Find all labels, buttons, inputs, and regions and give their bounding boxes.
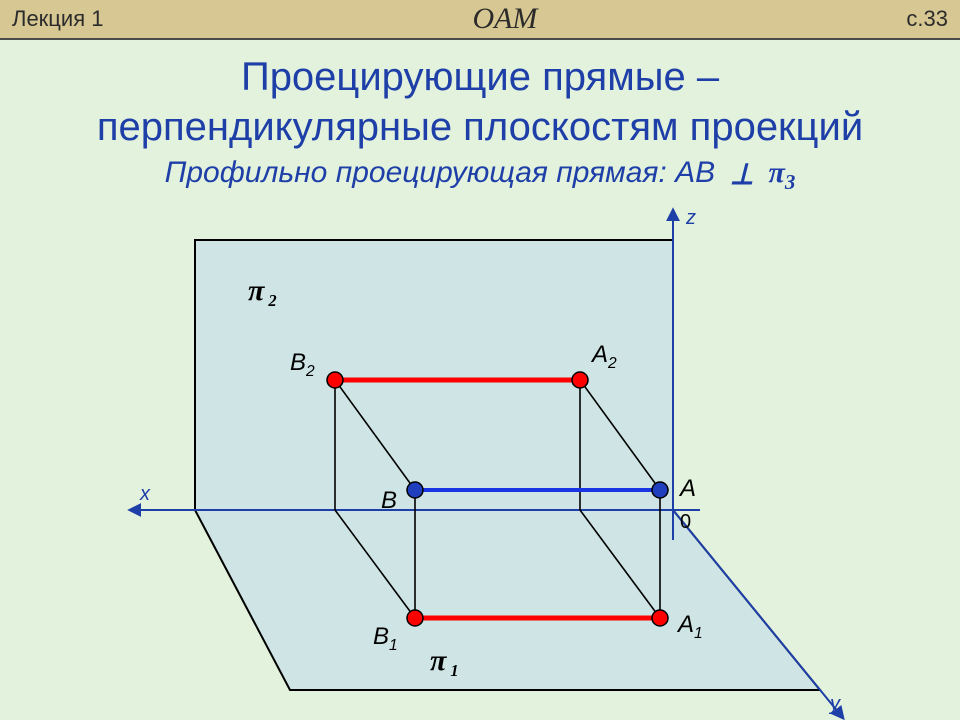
heading-line2: перпендикулярные плоскостям проекций <box>97 105 863 149</box>
heading-line1: Проецирующие прямые – <box>241 55 719 99</box>
diagram: xzy0B2A2BAB1A1π2π1 <box>0 200 960 720</box>
pi3-sub: 3 <box>785 170 796 194</box>
header-center: OAM <box>472 2 537 36</box>
perp-symbol: ⟂ <box>732 158 752 192</box>
point-B1 <box>407 610 423 626</box>
header-bar: Лекция 1 OAM с.33 <box>0 0 960 40</box>
axis-label-origin: 0 <box>680 511 691 533</box>
point-A2 <box>572 372 588 388</box>
title-area: Проецирующие прямые – перпендикулярные п… <box>0 40 960 195</box>
plane-pi2 <box>195 240 673 510</box>
axis-label-y: y <box>828 693 841 715</box>
header-right: с.33 <box>906 6 948 32</box>
subheading-text: Профильно проецирующая прямая: AB <box>165 156 716 189</box>
plane-pi1 <box>195 510 820 690</box>
heading: Проецирующие прямые – перпендикулярные п… <box>0 52 960 152</box>
point-label-B: B <box>381 487 397 514</box>
pi3-symbol: π <box>768 156 784 189</box>
axis-label-z: z <box>685 207 696 229</box>
point-B <box>407 482 423 498</box>
point-A <box>652 482 668 498</box>
header-left: Лекция 1 <box>12 6 103 32</box>
point-A1 <box>652 610 668 626</box>
point-B2 <box>327 372 343 388</box>
subheading: Профильно проецирующая прямая: AB ⟂ π3 <box>0 156 960 195</box>
point-label-A: A <box>678 475 696 502</box>
axis-label-x: x <box>139 483 151 505</box>
